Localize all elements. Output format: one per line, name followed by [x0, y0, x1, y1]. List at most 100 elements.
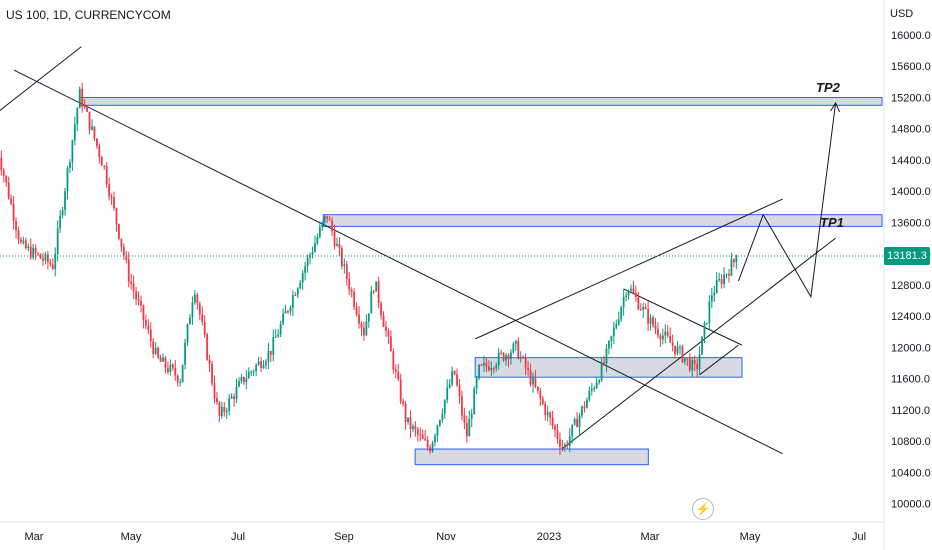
candle-282 — [686, 358, 689, 367]
candle-58 — [137, 291, 140, 306]
candle-191 — [463, 407, 466, 430]
candle-302 — [735, 254, 738, 270]
candle-263 — [639, 303, 642, 311]
candle-267 — [649, 314, 652, 331]
candle-192 — [465, 415, 468, 443]
candle-24 — [54, 247, 57, 277]
candle-122 — [294, 292, 297, 297]
trendline-4 — [623, 288, 743, 346]
candle-160 — [387, 328, 390, 344]
candle-101 — [242, 376, 245, 386]
candle-278 — [676, 341, 679, 356]
candle-274 — [666, 325, 669, 338]
candle-245 — [595, 377, 598, 390]
candle-37 — [86, 105, 88, 113]
candle-22 — [49, 258, 52, 267]
candle-51 — [120, 238, 123, 252]
zone-0 — [78, 96, 883, 106]
candle-131 — [316, 233, 319, 246]
candle-63 — [149, 322, 152, 348]
candle-90 — [216, 392, 218, 405]
candle-297 — [723, 267, 725, 289]
candle-163 — [394, 364, 397, 379]
candle-128 — [309, 252, 311, 265]
candle-32 — [73, 116, 76, 146]
candle-126 — [304, 261, 307, 281]
candle-108 — [260, 356, 262, 372]
candle-31 — [71, 139, 74, 171]
candle-76 — [181, 364, 184, 383]
candle-189 — [458, 379, 461, 404]
candle-110 — [265, 359, 267, 370]
candle-223 — [541, 395, 544, 406]
candle-52 — [122, 243, 125, 261]
candle-180 — [436, 424, 439, 442]
candle-253 — [615, 319, 618, 330]
trendline-0 — [0, 46, 82, 111]
candle-231 — [561, 439, 564, 452]
candle-235 — [571, 424, 574, 444]
zones-layer — [78, 96, 883, 466]
candle-64 — [152, 338, 155, 358]
candle-28 — [64, 187, 66, 216]
price-tick-label: 16000.0 — [891, 30, 931, 42]
candle-47 — [110, 193, 113, 206]
candle-207 — [502, 352, 505, 363]
candle-293 — [713, 285, 716, 302]
lightning-icon[interactable]: ⚡ — [692, 498, 714, 520]
candle-152 — [367, 313, 370, 328]
candle-106 — [255, 363, 258, 377]
candle-159 — [385, 320, 387, 337]
zone-1 — [322, 214, 883, 227]
candle-289 — [703, 321, 706, 344]
candle-283 — [688, 352, 691, 373]
candle-38 — [88, 111, 91, 135]
candle-169 — [409, 410, 412, 438]
candle-72 — [171, 363, 174, 371]
candle-33 — [76, 107, 79, 132]
candle-119 — [287, 310, 289, 315]
candle-216 — [524, 353, 527, 376]
candle-269 — [654, 318, 657, 334]
candle-30 — [69, 159, 71, 174]
price-tick-label: 11600.0 — [891, 374, 930, 386]
candle-20 — [44, 251, 47, 265]
candle-105 — [252, 369, 255, 377]
candle-248 — [603, 355, 605, 367]
candle-136 — [328, 216, 331, 221]
candle-98 — [235, 378, 238, 403]
candle-61 — [144, 314, 147, 329]
candle-246 — [598, 378, 601, 385]
trendlines-layer — [0, 46, 836, 455]
candle-170 — [412, 424, 414, 433]
candle-214 — [519, 351, 522, 363]
zone-3 — [414, 448, 649, 466]
candle-113 — [272, 329, 275, 362]
time-tick-label: May — [740, 531, 761, 543]
candle-132 — [318, 221, 321, 239]
candle-261 — [634, 285, 637, 303]
candle-225 — [546, 405, 549, 422]
candle-102 — [245, 369, 248, 390]
candle-224 — [544, 401, 547, 421]
candle-10 — [20, 236, 22, 245]
candle-39 — [91, 119, 93, 131]
candle-137 — [331, 216, 333, 237]
candle-210 — [510, 349, 512, 365]
candle-209 — [507, 353, 510, 368]
candle-25 — [56, 220, 59, 262]
candle-259 — [630, 284, 632, 293]
candle-177 — [429, 444, 431, 454]
candle-88 — [211, 360, 213, 387]
candle-123 — [296, 287, 299, 299]
price-axis: 16000.0 15600.0 15200.0 14800.0 14400.0 14000… — [891, 30, 931, 511]
candle-276 — [671, 334, 674, 352]
candle-83 — [198, 301, 201, 320]
candle-82 — [196, 292, 199, 310]
candle-281 — [683, 358, 686, 365]
candle-271 — [659, 333, 662, 347]
candle-212 — [514, 340, 517, 351]
candle-70 — [167, 361, 169, 375]
